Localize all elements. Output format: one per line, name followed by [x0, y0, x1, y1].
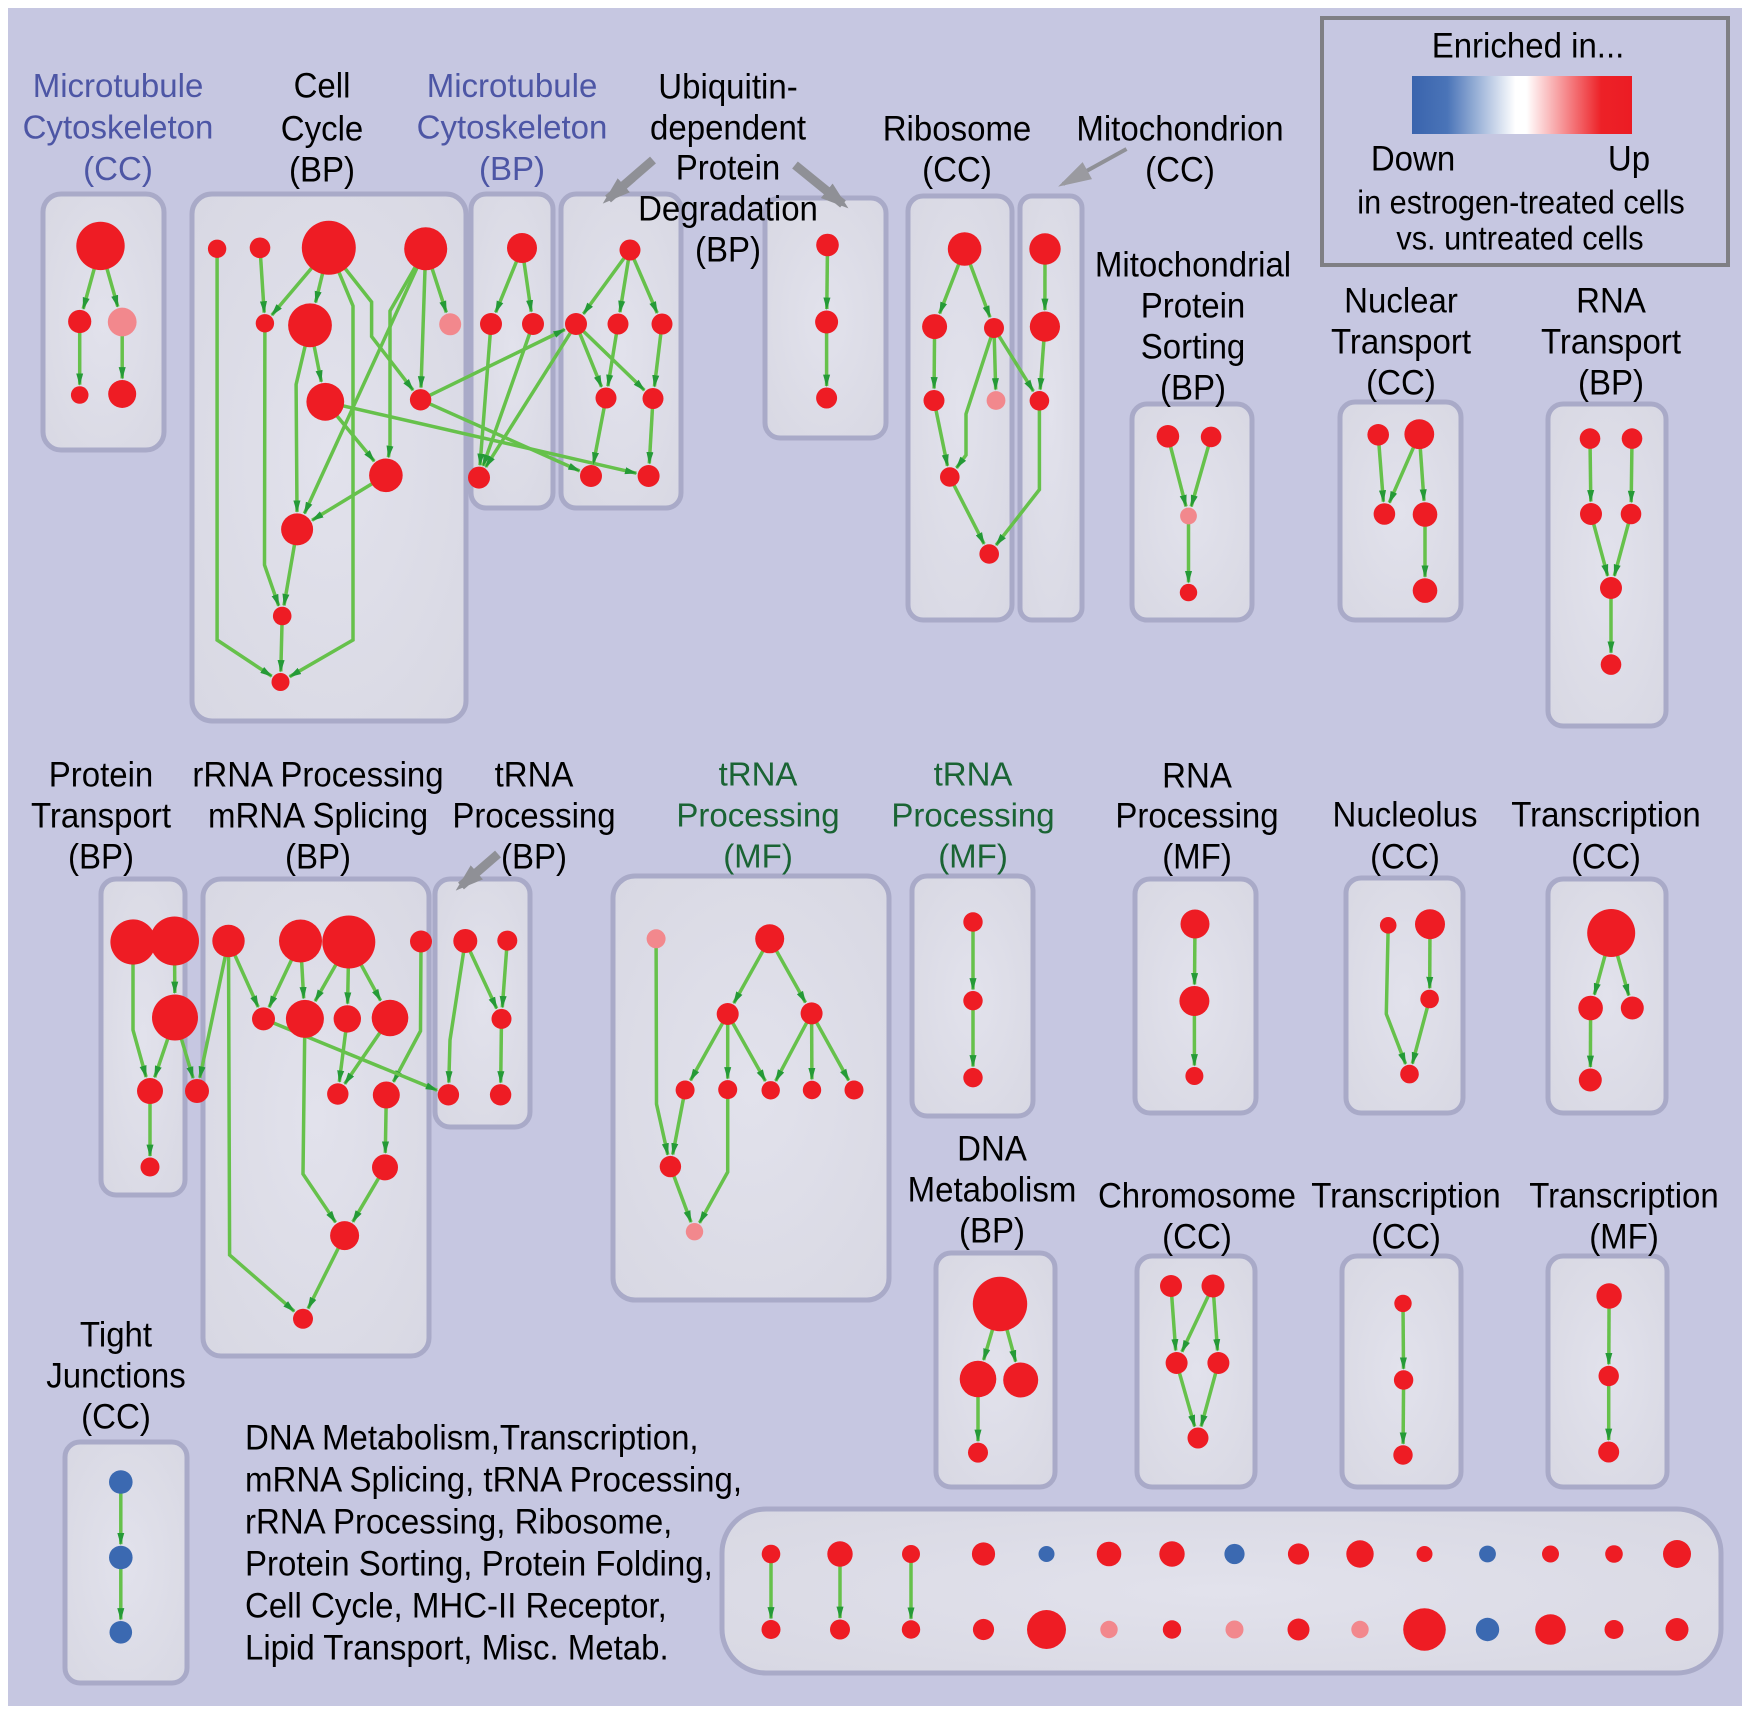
svg-text:Junctions: Junctions: [46, 1356, 185, 1395]
svg-text:Chromosome: Chromosome: [1098, 1176, 1296, 1215]
svg-text:Metabolism: Metabolism: [908, 1170, 1077, 1209]
svg-text:Cell: Cell: [294, 66, 351, 105]
svg-text:Transcription: Transcription: [1529, 1176, 1719, 1215]
svg-text:dependent: dependent: [650, 108, 806, 147]
svg-text:Protein: Protein: [49, 755, 154, 794]
svg-text:Cell Cycle, MHC-II Receptor,: Cell Cycle, MHC-II Receptor,: [245, 1586, 667, 1625]
svg-text:tRNA: tRNA: [719, 756, 798, 793]
svg-text:(BP): (BP): [501, 837, 567, 876]
svg-text:Protein Sorting, Protein Foldi: Protein Sorting, Protein Folding,: [245, 1544, 713, 1583]
svg-text:rRNA Processing, Ribosome,: rRNA Processing, Ribosome,: [245, 1502, 672, 1541]
svg-text:Tight: Tight: [80, 1315, 153, 1354]
svg-text:(CC): (CC): [1371, 1217, 1441, 1256]
svg-text:Cytoskeleton: Cytoskeleton: [417, 109, 608, 146]
svg-text:mRNA Splicing: mRNA Splicing: [208, 796, 428, 835]
svg-text:Degradation: Degradation: [638, 189, 818, 228]
svg-text:(CC): (CC): [83, 150, 153, 187]
svg-text:Sorting: Sorting: [1141, 327, 1246, 366]
svg-text:mRNA Splicing, tRNA Processing: mRNA Splicing, tRNA Processing,: [245, 1460, 742, 1499]
svg-text:Nucleolus: Nucleolus: [1333, 795, 1478, 834]
svg-text:RNA: RNA: [1576, 281, 1646, 320]
svg-text:Enriched in...: Enriched in...: [1432, 26, 1625, 65]
svg-text:Processing: Processing: [1115, 796, 1278, 835]
svg-text:(BP): (BP): [1160, 368, 1226, 407]
svg-text:RNA: RNA: [1162, 756, 1232, 795]
svg-text:(BP): (BP): [1578, 363, 1644, 402]
svg-text:Transport: Transport: [1331, 322, 1471, 361]
svg-text:(CC): (CC): [1370, 837, 1440, 876]
svg-text:(BP): (BP): [959, 1211, 1025, 1250]
svg-text:Processing: Processing: [676, 797, 839, 834]
svg-text:Transcription: Transcription: [1511, 795, 1701, 834]
svg-text:(MF): (MF): [938, 838, 1008, 875]
svg-text:(BP): (BP): [479, 150, 545, 187]
svg-text:in estrogen-treated cells: in estrogen-treated cells: [1357, 183, 1684, 220]
svg-text:(BP): (BP): [695, 230, 761, 269]
svg-text:(MF): (MF): [723, 838, 793, 875]
svg-text:Mitochondrion: Mitochondrion: [1076, 109, 1283, 148]
svg-text:(CC): (CC): [922, 150, 992, 189]
svg-text:Protein: Protein: [1141, 286, 1246, 325]
svg-text:(CC): (CC): [1162, 1217, 1232, 1256]
svg-text:(BP): (BP): [68, 837, 134, 876]
svg-text:Transport: Transport: [1541, 322, 1681, 361]
svg-text:(BP): (BP): [289, 150, 355, 189]
svg-text:rRNA Processing: rRNA Processing: [192, 755, 443, 794]
svg-text:Mitochondrial: Mitochondrial: [1095, 245, 1291, 284]
svg-text:(MF): (MF): [1589, 1217, 1659, 1256]
svg-text:Ribosome: Ribosome: [883, 109, 1032, 148]
svg-text:Lipid Transport, Misc. Metab.: Lipid Transport, Misc. Metab.: [245, 1628, 669, 1667]
svg-text:(CC): (CC): [1145, 150, 1215, 189]
svg-text:Protein: Protein: [676, 148, 781, 187]
svg-text:Transcription: Transcription: [1311, 1176, 1501, 1215]
svg-text:Microtubule: Microtubule: [427, 67, 598, 104]
svg-text:Nuclear: Nuclear: [1344, 281, 1458, 320]
svg-text:Processing: Processing: [452, 796, 615, 835]
svg-text:Processing: Processing: [891, 797, 1054, 834]
svg-text:Down: Down: [1371, 139, 1455, 178]
svg-text:(CC): (CC): [81, 1397, 151, 1436]
svg-text:(CC): (CC): [1366, 363, 1436, 402]
svg-text:DNA: DNA: [957, 1129, 1027, 1168]
svg-text:Microtubule: Microtubule: [33, 67, 204, 104]
svg-text:DNA Metabolism,Transcription,: DNA Metabolism,Transcription,: [245, 1418, 699, 1457]
svg-text:(BP): (BP): [285, 837, 351, 876]
svg-text:Cytoskeleton: Cytoskeleton: [23, 109, 214, 146]
svg-text:Ubiquitin-: Ubiquitin-: [658, 67, 797, 106]
svg-text:Transport: Transport: [31, 796, 171, 835]
svg-text:Up: Up: [1608, 139, 1650, 178]
svg-text:vs. untreated cells: vs. untreated cells: [1396, 219, 1643, 256]
svg-text:(CC): (CC): [1571, 837, 1641, 876]
svg-text:(MF): (MF): [1162, 837, 1232, 876]
svg-text:tRNA: tRNA: [495, 755, 574, 794]
svg-text:tRNA: tRNA: [934, 756, 1013, 793]
svg-text:Cycle: Cycle: [281, 109, 364, 148]
